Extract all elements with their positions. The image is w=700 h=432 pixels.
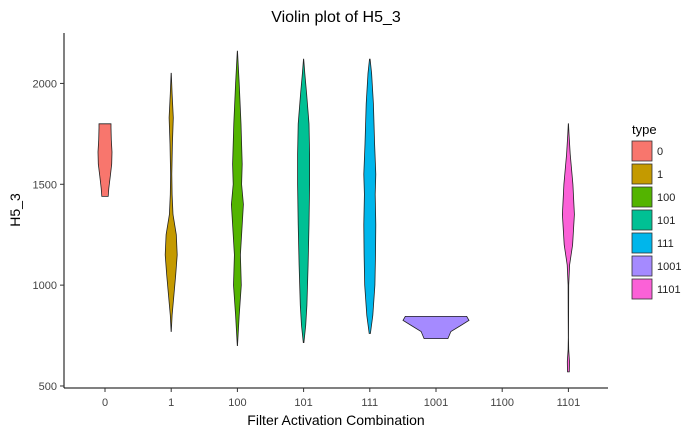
violin-1: [164, 72, 178, 332]
x-tick-label-0: 0: [102, 397, 108, 409]
legend-swatch-1101: [631, 278, 653, 300]
y-tick-label-2000: 2000: [33, 78, 57, 90]
y-tick-label-1000: 1000: [33, 280, 57, 292]
legend-label-1: 1: [657, 169, 663, 181]
legend-swatch-0: [631, 140, 653, 162]
y-tick-label-1500: 1500: [33, 179, 57, 191]
x-tick-label-100: 100: [228, 397, 246, 409]
x-ticks: 0 1 100 101 111 1001 1100 1101: [102, 388, 580, 409]
violin-1101: [561, 123, 575, 373]
legend-label-1001: 1001: [657, 261, 681, 273]
legend-swatch-1001: [631, 255, 653, 277]
violin-0: [97, 123, 113, 197]
plot-area: [97, 50, 575, 373]
legend-swatch-111: [631, 232, 653, 254]
x-axis-title: Filter Activation Combination: [247, 412, 424, 428]
legend-label-101: 101: [657, 215, 675, 227]
legend-swatch-100: [631, 186, 653, 208]
y-ticks: 500 1000 1500 2000: [33, 78, 64, 393]
legend-swatch-1: [631, 163, 653, 185]
x-tick-label-1101: 1101: [557, 397, 581, 409]
violin-111: [363, 58, 377, 334]
x-tick-label-1: 1: [168, 397, 174, 409]
legend-swatch-101: [631, 209, 653, 231]
chart-title: Violin plot of H5_3: [271, 9, 401, 26]
violin-101: [297, 58, 310, 343]
x-tick-label-1100: 1100: [490, 397, 514, 409]
legend: type 0 1 100 101 111 1001 1101: [631, 122, 681, 300]
violin-100: [230, 50, 244, 346]
y-tick-label-500: 500: [39, 381, 57, 393]
y-axis-title: H5_3: [7, 193, 23, 227]
legend-label-0: 0: [657, 146, 663, 158]
violin-1001: [402, 316, 470, 339]
legend-label-111: 111: [657, 238, 674, 250]
x-tick-label-101: 101: [294, 397, 312, 409]
legend-title: type: [632, 122, 657, 137]
legend-label-100: 100: [657, 192, 675, 204]
x-tick-label-111: 111: [361, 397, 378, 409]
x-tick-label-1001: 1001: [424, 397, 448, 409]
legend-label-1101: 1101: [657, 284, 681, 296]
